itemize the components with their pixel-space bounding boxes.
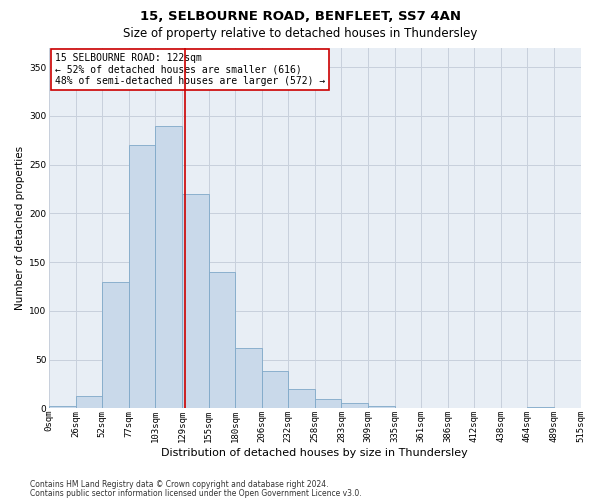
Bar — [315, 398, 341, 408]
Text: 15, SELBOURNE ROAD, BENFLEET, SS7 4AN: 15, SELBOURNE ROAD, BENFLEET, SS7 4AN — [139, 10, 461, 23]
Text: Size of property relative to detached houses in Thundersley: Size of property relative to detached ho… — [123, 28, 477, 40]
Bar — [235, 348, 262, 408]
Text: Contains public sector information licensed under the Open Government Licence v3: Contains public sector information licen… — [30, 490, 362, 498]
Bar — [262, 371, 288, 408]
Title: 15, SELBOURNE ROAD, BENFLEET, SS7 4AN
Size of property relative to detached hous: 15, SELBOURNE ROAD, BENFLEET, SS7 4AN Si… — [0, 499, 1, 500]
Text: 15 SELBOURNE ROAD: 122sqm
← 52% of detached houses are smaller (616)
48% of semi: 15 SELBOURNE ROAD: 122sqm ← 52% of detac… — [55, 53, 325, 86]
Bar — [368, 406, 395, 408]
Bar — [76, 396, 103, 408]
Bar — [288, 389, 315, 408]
Bar — [209, 272, 235, 408]
Bar — [182, 194, 209, 408]
X-axis label: Distribution of detached houses by size in Thundersley: Distribution of detached houses by size … — [161, 448, 468, 458]
Bar — [129, 145, 155, 408]
Y-axis label: Number of detached properties: Number of detached properties — [15, 146, 25, 310]
Bar — [341, 404, 368, 408]
Bar — [49, 406, 76, 408]
Text: Contains HM Land Registry data © Crown copyright and database right 2024.: Contains HM Land Registry data © Crown c… — [30, 480, 329, 489]
Bar — [155, 126, 182, 408]
Bar — [103, 282, 129, 408]
